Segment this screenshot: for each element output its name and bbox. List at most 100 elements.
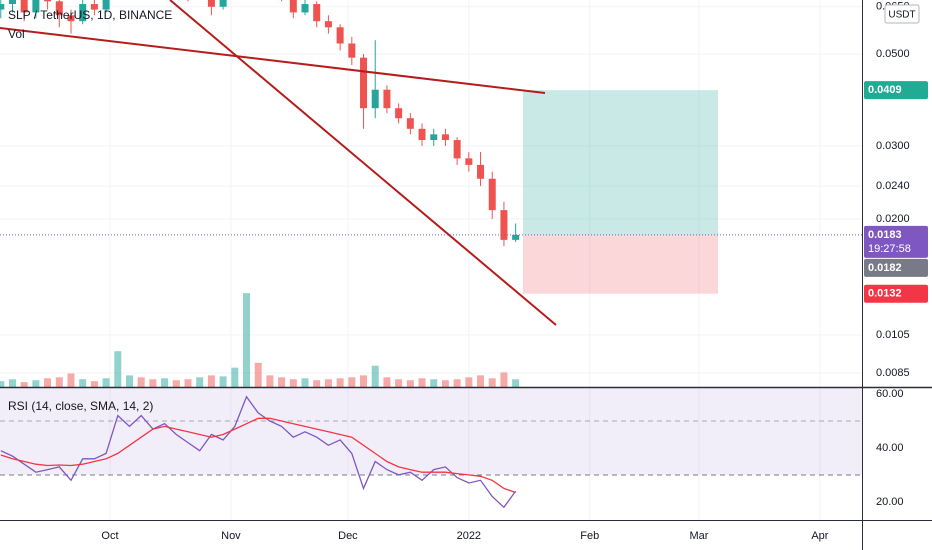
x-tick-label: Nov — [221, 530, 241, 542]
trend-line — [0, 27, 546, 94]
candle-body — [406, 118, 414, 129]
candle-body — [55, 1, 63, 16]
volume-bar — [44, 378, 52, 387]
volume-bar — [278, 377, 286, 387]
candle-body — [301, 4, 309, 13]
x-tick-label: Oct — [101, 530, 118, 542]
candle-body — [67, 15, 75, 22]
volume-bar — [114, 351, 122, 387]
volume-bar — [324, 379, 332, 387]
volume-bar — [254, 362, 262, 387]
y-tick-label: 0.0240 — [876, 180, 910, 192]
candle-body — [313, 4, 321, 22]
volume-bar — [383, 377, 391, 387]
x-tick-label: Mar — [689, 530, 708, 542]
candle-body — [441, 134, 449, 141]
volume-bar — [0, 381, 5, 387]
volume-bar — [79, 379, 87, 387]
volume-bar — [196, 377, 204, 387]
y-tick-label: 0.0105 — [876, 329, 910, 341]
volume-bar — [102, 378, 110, 387]
candle-body — [8, 0, 16, 5]
candle-body — [324, 21, 332, 28]
volume-bar — [219, 376, 227, 387]
candle-body — [90, 4, 98, 10]
volume-bar — [371, 365, 379, 387]
y-tick-label: 0.0500 — [876, 48, 910, 60]
rsi-pane — [0, 388, 862, 509]
volume-bar — [465, 377, 473, 387]
candle-body — [477, 164, 485, 179]
volume-bar — [395, 379, 403, 387]
volume-bar — [488, 378, 496, 387]
volume-bar — [301, 378, 309, 387]
price-pane — [0, 0, 718, 387]
currency-box[interactable] — [884, 4, 920, 24]
volume-bar — [161, 378, 169, 387]
candle-body — [395, 108, 403, 119]
candle-body — [371, 89, 379, 109]
currency[interactable]: USDT — [888, 10, 915, 21]
volume-bars — [0, 293, 520, 387]
volume-bar — [266, 375, 274, 387]
volume-title: Vol — [8, 27, 25, 41]
candle-body — [512, 234, 520, 240]
stop-tag-bg — [864, 284, 928, 303]
candle-body — [79, 4, 87, 22]
x-tick-label: Apr — [811, 530, 828, 542]
volume-bar — [336, 378, 344, 387]
volume-bar — [125, 375, 133, 387]
volume-bar — [348, 377, 356, 387]
volume-bar — [90, 381, 98, 387]
volume-bar — [360, 375, 368, 387]
volume-bar — [20, 382, 28, 387]
candle-body — [348, 43, 356, 58]
volume-bar — [231, 367, 239, 387]
prev-close-tag-bg — [864, 258, 928, 277]
chart-title: SLP / TetherUS, 1D, BINANCE — [8, 8, 172, 22]
axes: OctNovDec2022FebMarApr0.06500.05000.0300… — [101, 1, 909, 542]
volume-bar — [55, 377, 63, 387]
candle-body — [336, 27, 344, 44]
candle-body — [500, 210, 508, 240]
trend-line — [169, 0, 557, 326]
volume-bar — [289, 379, 297, 387]
rsi-line — [0, 395, 517, 509]
candle-body — [430, 134, 438, 141]
volume-bar — [67, 373, 75, 387]
volume-bar — [441, 380, 449, 387]
y-tick-label: 40.00 — [876, 442, 904, 454]
volume-bar — [207, 375, 215, 387]
candle-body — [0, 4, 5, 10]
candle-body — [383, 89, 391, 109]
volume-bar — [406, 380, 414, 387]
candle-body — [453, 140, 461, 159]
rsi-title: RSI (14, close, SMA, 14, 2) — [8, 399, 153, 413]
target-zone — [523, 90, 718, 235]
y-tick-label: 0.0300 — [876, 140, 910, 152]
candle-body — [207, 0, 215, 7]
volume-bar — [243, 293, 251, 387]
countdown: 19:27:58 — [868, 243, 911, 255]
y-tick-label: 0.0085 — [876, 367, 910, 379]
y-tick-label: 20.00 — [876, 496, 904, 508]
grid — [0, 0, 862, 520]
prev-close-tag: 0.0182 — [868, 262, 902, 274]
candle-body — [20, 0, 28, 13]
volume-bar — [500, 372, 508, 387]
target-tag: 0.0409 — [868, 84, 902, 96]
y-tick-label: 60.00 — [876, 388, 904, 400]
x-tick-label: 2022 — [457, 530, 481, 542]
volume-bar — [172, 380, 180, 387]
entry-tag-bg — [864, 225, 928, 258]
volume-bar — [184, 379, 192, 387]
volume-bar — [313, 380, 321, 387]
candle-body — [102, 0, 110, 10]
target-tag-bg — [864, 81, 928, 100]
candle-body — [418, 128, 426, 141]
volume-bar — [512, 379, 520, 387]
candle-body — [219, 0, 227, 7]
x-tick-label: Feb — [580, 530, 599, 542]
candle-body — [32, 0, 40, 13]
